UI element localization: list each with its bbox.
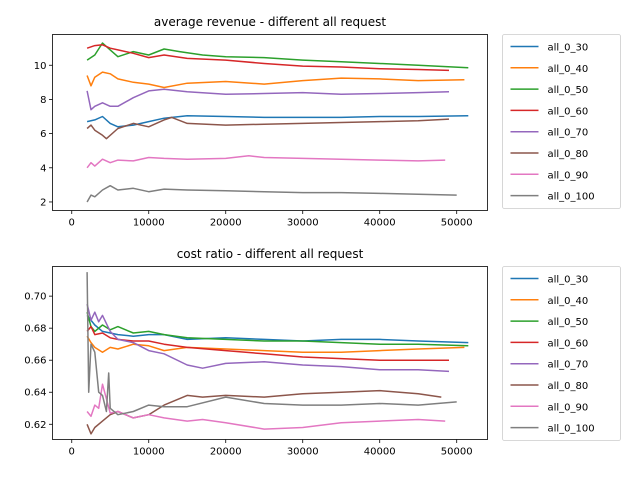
- legend-item: all_0_80: [510, 149, 589, 160]
- chart-title: cost ratio - different all request: [177, 247, 364, 261]
- x-tick-label: 10000: [133, 447, 165, 458]
- legend-label: all_0_70: [548, 128, 589, 139]
- legend-item: all_0_40: [510, 296, 589, 307]
- x-tick-label: 30000: [287, 447, 319, 458]
- x-tick-label: 20000: [210, 447, 242, 458]
- legend-label: all_0_50: [548, 317, 589, 328]
- legend-label: all_0_70: [548, 360, 589, 371]
- series-line-all_0_80: [86, 389, 442, 435]
- legend-item: all_0_90: [510, 402, 589, 413]
- x-tick-label: 40000: [364, 218, 396, 229]
- y-axis-ticks: 2 4 6 8 10: [34, 61, 53, 208]
- plot-frame: [52, 34, 488, 211]
- revenue-legend: all_0_30 all_0_40 all_0_50 all_0_60 all_0_70…: [502, 34, 621, 209]
- x-tick-label: 50000: [441, 447, 473, 458]
- legend-item: all_0_70: [510, 128, 589, 139]
- cost-ratio-legend: all_0_30 all_0_40 all_0_50 all_0_60 all_0_70…: [502, 266, 621, 441]
- legend-label: all_0_50: [548, 85, 589, 96]
- y-tick-label: 4: [40, 163, 46, 174]
- legend-item: all_0_90: [510, 170, 589, 181]
- x-tick-label: 40000: [364, 447, 396, 458]
- legend-item: all_0_30: [510, 275, 589, 286]
- x-tick-label: 20000: [210, 218, 242, 229]
- legend-item: all_0_50: [510, 317, 589, 328]
- y-tick-label: 8: [40, 95, 46, 106]
- y-axis-ticks: 0.62 0.64 0.66 0.68 0.70: [24, 292, 53, 431]
- series-line-all_0_70: [86, 303, 450, 373]
- series-line-all_0_40: [86, 71, 465, 89]
- legend-label: all_0_80: [548, 381, 589, 392]
- x-tick-label: 0: [69, 447, 75, 458]
- legend-item: all_0_100: [510, 424, 595, 435]
- series-line-all_0_90: [86, 383, 446, 430]
- series-line-all_0_100: [86, 184, 457, 203]
- legend-item: all_0_30: [510, 43, 589, 54]
- legend-label: all_0_60: [548, 338, 589, 349]
- legend-item: all_0_80: [510, 381, 589, 392]
- x-tick-label: 50000: [441, 218, 473, 229]
- y-tick-label: 0.64: [24, 388, 46, 399]
- y-tick-label: 0.70: [24, 292, 46, 303]
- x-axis-ticks: 0 10000 20000 30000 40000 50000: [69, 439, 473, 458]
- legend-item: all_0_60: [510, 106, 589, 117]
- series-line-all_0_30: [86, 114, 469, 128]
- series-line-all_0_90: [86, 155, 446, 169]
- legend-label: all_0_30: [548, 275, 589, 286]
- y-tick-label: 0.66: [24, 356, 46, 367]
- legend-item: all_0_70: [510, 360, 589, 371]
- revenue-chart: average revenue - different all request …: [34, 15, 488, 229]
- legend-label: all_0_90: [548, 170, 589, 181]
- y-tick-label: 0.68: [24, 324, 46, 335]
- plot-frame: [52, 266, 488, 440]
- legend-label: all_0_90: [548, 402, 589, 413]
- series-line-all_0_70: [86, 88, 450, 111]
- series-line-all_0_50: [86, 312, 469, 347]
- chart-title: average revenue - different all request: [154, 15, 387, 29]
- y-tick-label: 10: [34, 61, 47, 72]
- series-line-all_0_80: [86, 116, 450, 140]
- x-tick-label: 0: [69, 218, 75, 229]
- legend-frame: [502, 34, 621, 209]
- series-line-all_0_60: [86, 44, 450, 72]
- y-tick-label: 0.62: [24, 420, 46, 431]
- cost-ratio-chart: cost ratio - different all request 0 1000…: [24, 247, 488, 458]
- legend-label: all_0_100: [548, 192, 595, 203]
- y-tick-label: 2: [40, 197, 46, 208]
- legend-item: all_0_40: [510, 64, 589, 75]
- legend-label: all_0_30: [548, 43, 589, 54]
- legend-label: all_0_60: [548, 106, 589, 117]
- plot-lines: [86, 272, 469, 435]
- legend-item: all_0_100: [510, 192, 595, 203]
- y-tick-label: 6: [40, 129, 46, 140]
- legend-frame: [502, 266, 621, 441]
- series-line-all_0_30: [86, 314, 469, 344]
- x-tick-label: 10000: [133, 218, 165, 229]
- legend-label: all_0_40: [548, 296, 589, 307]
- legend-label: all_0_40: [548, 64, 589, 75]
- plot-lines: [86, 42, 469, 203]
- legend-item: all_0_50: [510, 85, 589, 96]
- series-line-all_0_40: [86, 335, 465, 353]
- series-line-all_0_100: [86, 272, 457, 416]
- series-line-all_0_60: [86, 325, 449, 361]
- x-axis-ticks: 0 10000 20000 30000 40000 50000: [69, 210, 473, 229]
- x-tick-label: 30000: [287, 218, 319, 229]
- legend-label: all_0_80: [548, 149, 589, 160]
- legend-item: all_0_60: [510, 338, 589, 349]
- legend-label: all_0_100: [548, 424, 595, 435]
